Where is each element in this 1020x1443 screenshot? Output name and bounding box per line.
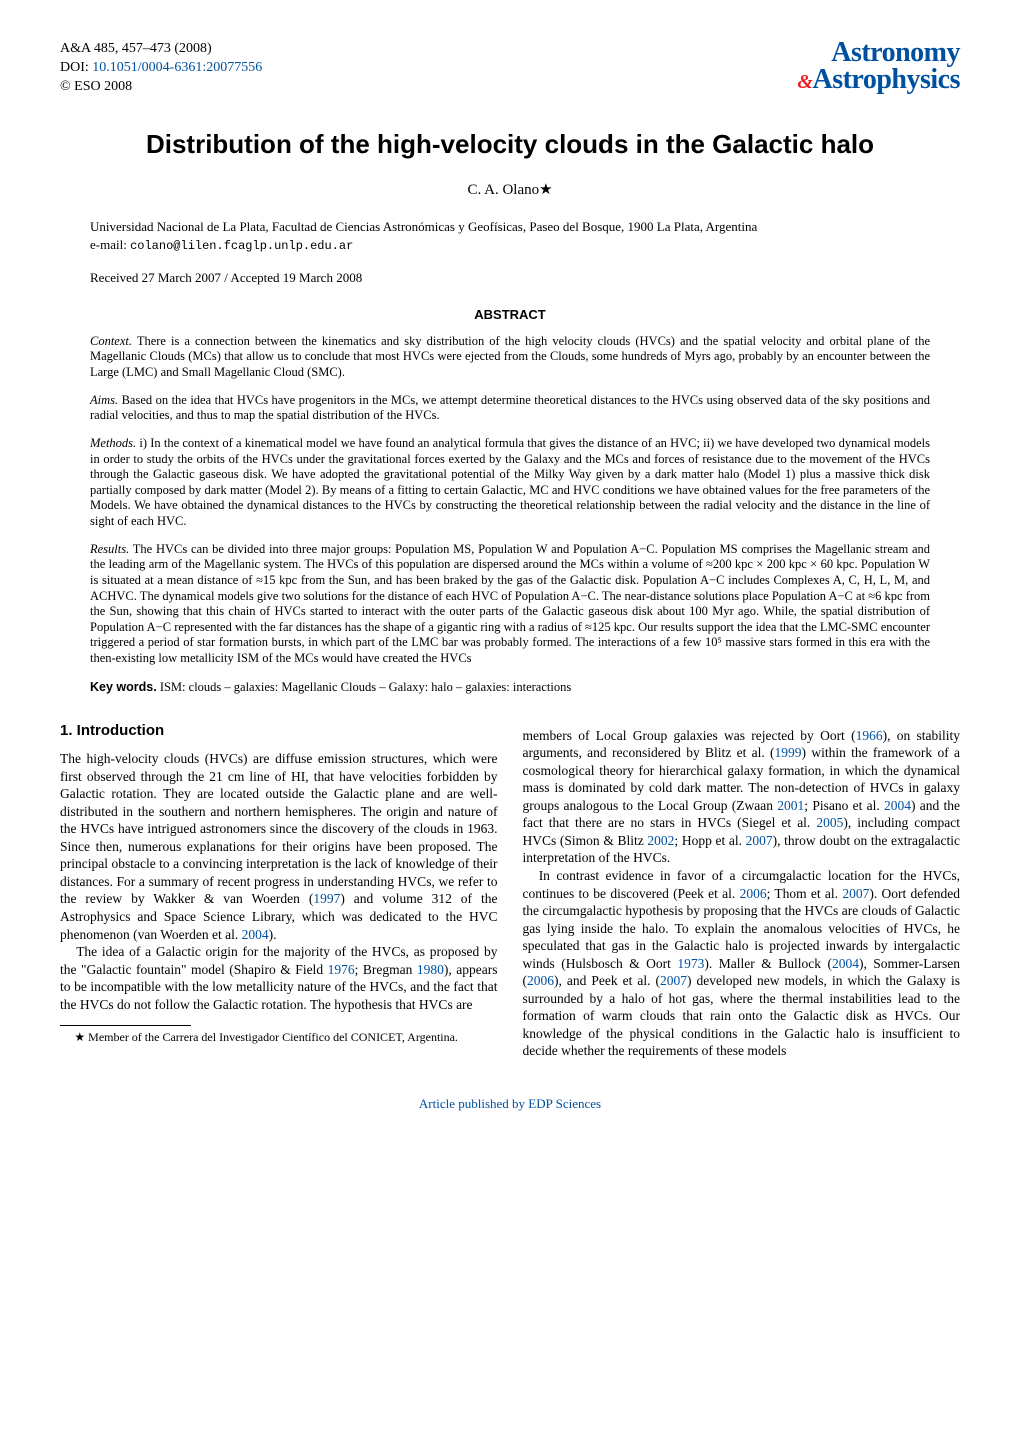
cite-bregman-1980[interactable]: 1980 [417, 962, 444, 977]
body-columns: 1. Introduction The high-velocity clouds… [60, 721, 960, 1060]
cite-hopp-2007[interactable]: 2007 [746, 833, 773, 848]
email-label: e-mail: [90, 237, 130, 252]
journal-ref: A&A 485, 457–473 (2008) [60, 40, 262, 59]
affiliation-text: Universidad Nacional de La Plata, Facult… [90, 218, 930, 236]
cite-blitz-1999[interactable]: 1999 [775, 745, 802, 760]
keywords-label: Key words. [90, 680, 157, 694]
abstract-methods: Methods. i) In the context of a kinemati… [90, 436, 930, 530]
p1-text-c: ). [269, 927, 277, 942]
cite-thom-2007[interactable]: 2007 [842, 886, 869, 901]
results-label: Results. [90, 542, 129, 556]
cite-sommer-2006[interactable]: 2006 [527, 973, 554, 988]
author-name: C. A. Olano [467, 182, 539, 198]
c2p1a: members of Local Group galaxies was reje… [523, 728, 856, 743]
c2p1g: ; Hopp et al. [674, 833, 745, 848]
abstract-context: Context. There is a connection between t… [90, 334, 930, 381]
c2p2b: ; Thom et al. [767, 886, 843, 901]
logo-astrophysics: &Astrophysics [797, 67, 960, 94]
aims-label: Aims. [90, 393, 118, 407]
c2p2d: ). Maller & Bullock ( [704, 956, 832, 971]
journal-reference-block: A&A 485, 457–473 (2008) DOI: 10.1051/000… [60, 40, 262, 97]
intro-paragraph-1: The high-velocity clouds (HVCs) are diff… [60, 750, 498, 943]
doi-link[interactable]: 10.1051/0004-6361:20077556 [92, 60, 262, 75]
footnote: ★ Member of the Carrera del Investigador… [60, 1030, 498, 1046]
cite-zwaan-2001[interactable]: 2001 [777, 798, 804, 813]
logo-ampersand: & [797, 71, 812, 93]
author-footnote-mark: ★ [539, 182, 552, 198]
copyright: © ESO 2008 [60, 78, 262, 97]
c2p2f: ), and Peek et al. ( [554, 973, 660, 988]
keywords-line: Key words. ISM: clouds – galaxies: Magel… [90, 679, 930, 696]
context-label: Context. [90, 334, 132, 348]
col2-paragraph-2: In contrast evidence in favor of a circu… [523, 867, 961, 1060]
abstract-aims: Aims. Based on the idea that HVCs have p… [90, 393, 930, 424]
logo-bottom-text: Astrophysics [812, 64, 960, 95]
abstract-heading: ABSTRACT [60, 306, 960, 324]
header: A&A 485, 457–473 (2008) DOI: 10.1051/000… [60, 40, 960, 97]
email-line: e-mail: colano@lilen.fcaglp.unlp.edu.ar [90, 236, 930, 254]
cite-simon-2002[interactable]: 2002 [647, 833, 674, 848]
cite-shapiro-1976[interactable]: 1976 [328, 962, 355, 977]
cite-hulsbosch-1973[interactable]: 1973 [677, 956, 704, 971]
author-line: C. A. Olano★ [60, 180, 960, 200]
cite-oort-1966[interactable]: 1966 [856, 728, 883, 743]
context-text: There is a connection between the kinema… [90, 334, 930, 379]
cite-maller-2004[interactable]: 2004 [832, 956, 859, 971]
footnote-mark: ★ [74, 1030, 85, 1044]
footnote-text: Member of the Carrera del Investigador C… [85, 1030, 458, 1044]
abstract-results: Results. The HVCs can be divided into th… [90, 542, 930, 667]
email-address[interactable]: colano@lilen.fcaglp.unlp.edu.ar [130, 239, 353, 253]
logo-astronomy: Astronomy [797, 40, 960, 67]
publisher-link[interactable]: Article published by EDP Sciences [419, 1096, 601, 1111]
footer: Article published by EDP Sciences [60, 1095, 960, 1113]
cite-siegel-2005[interactable]: 2005 [816, 815, 843, 830]
cite-wakker-1997[interactable]: 1997 [313, 891, 340, 906]
p1-text-a: The high-velocity clouds (HVCs) are diff… [60, 751, 498, 906]
cite-pisano-2004[interactable]: 2004 [884, 798, 911, 813]
doi-label: DOI: [60, 60, 92, 75]
cite-vanwoerden-2004[interactable]: 2004 [242, 927, 269, 942]
cite-peek-2007[interactable]: 2007 [660, 973, 687, 988]
right-column: members of Local Group galaxies was reje… [523, 721, 961, 1060]
doi-line: DOI: 10.1051/0004-6361:20077556 [60, 59, 262, 78]
received-accepted-dates: Received 27 March 2007 / Accepted 19 Mar… [90, 269, 930, 287]
intro-paragraph-2: The idea of a Galactic origin for the ma… [60, 943, 498, 1013]
affiliation-block: Universidad Nacional de La Plata, Facult… [90, 218, 930, 254]
c2p1d: ; Pisano et al. [804, 798, 884, 813]
journal-logo: Astronomy &Astrophysics [797, 40, 960, 93]
cite-peek-2006[interactable]: 2006 [740, 886, 767, 901]
article-title: Distribution of the high-velocity clouds… [60, 127, 960, 162]
keywords-text: ISM: clouds – galaxies: Magellanic Cloud… [157, 680, 572, 694]
aims-text: Based on the idea that HVCs have progeni… [90, 393, 930, 423]
methods-text: i) In the context of a kinematical model… [90, 436, 930, 528]
section-1-heading: 1. Introduction [60, 721, 498, 741]
footnote-rule [60, 1025, 191, 1026]
p2-text-b: ; Bregman [355, 962, 417, 977]
col2-paragraph-1: members of Local Group galaxies was reje… [523, 727, 961, 867]
left-column: 1. Introduction The high-velocity clouds… [60, 721, 498, 1060]
results-text: The HVCs can be divided into three major… [90, 542, 930, 665]
methods-label: Methods. [90, 436, 136, 450]
